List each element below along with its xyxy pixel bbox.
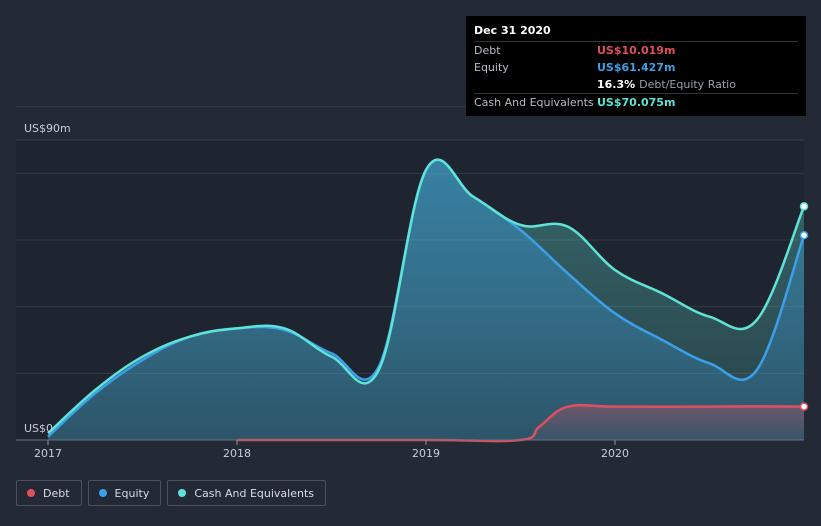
x-tick-label: 2018 — [223, 447, 251, 460]
x-tick-label: 2019 — [412, 447, 440, 460]
legend-item-cash[interactable]: Cash And Equivalents — [167, 480, 326, 506]
tooltip-row-equity: Equity US$61.427m — [474, 59, 798, 76]
area-equity — [48, 159, 804, 440]
axes: 2017 2018 2019 2020 US$90m US$0 — [16, 122, 804, 460]
tooltip-row-debt: Debt US$10.019m — [474, 41, 798, 59]
legend-dot-debt — [27, 489, 35, 497]
chart-legend: Debt Equity Cash And Equivalents — [16, 480, 326, 506]
legend-dot-cash — [178, 489, 187, 497]
tooltip-ratio-caption: Debt/Equity Ratio — [639, 78, 736, 91]
tooltip-value-debt: US$10.019m — [597, 44, 676, 57]
end-point-debt[interactable] — [799, 402, 809, 411]
series-areas — [48, 159, 804, 442]
tooltip-value-cash: US$70.075m — [597, 96, 676, 109]
line-cash-and-equivalents — [47, 158, 806, 435]
x-tick-label: 2017 — [34, 447, 62, 460]
end-point-equity[interactable] — [799, 230, 809, 240]
area-debt — [237, 405, 804, 442]
legend-label-debt: Debt — [43, 486, 70, 500]
legend-label-cash: Cash And Equivalents — [194, 486, 314, 500]
tooltip-date: Dec 31 2020 — [474, 24, 551, 37]
tooltip-row-cash: Cash And Equivalents US$70.075m — [474, 93, 798, 111]
end-point-cash-and-equivalents[interactable] — [799, 202, 809, 211]
legend-dot-equity — [98, 489, 107, 497]
tooltip-value-equity: US$61.427m — [597, 61, 676, 74]
tooltip-label-equity: Equity — [474, 61, 509, 74]
tooltip-value-ratio: 16.3% — [597, 78, 636, 91]
tooltip-label-cash: Cash And Equivalents — [474, 96, 594, 109]
legend-item-equity[interactable]: Equity — [87, 480, 162, 506]
y-tick-label-min: US$0 — [24, 422, 53, 435]
x-tick-label: 2020 — [601, 447, 629, 460]
tooltip-label-debt: Debt — [474, 44, 501, 57]
y-tick-label-max: US$90m — [24, 122, 71, 135]
series-end-markers — [799, 202, 809, 411]
data-tooltip: Dec 31 2020 Debt US$10.019m Equity US$61… — [466, 16, 806, 116]
legend-item-debt[interactable]: Debt — [16, 480, 82, 506]
legend-label-equity: Equity — [114, 486, 150, 500]
tooltip-row-ratio: 16.3% Debt/Equity Ratio — [474, 76, 798, 93]
